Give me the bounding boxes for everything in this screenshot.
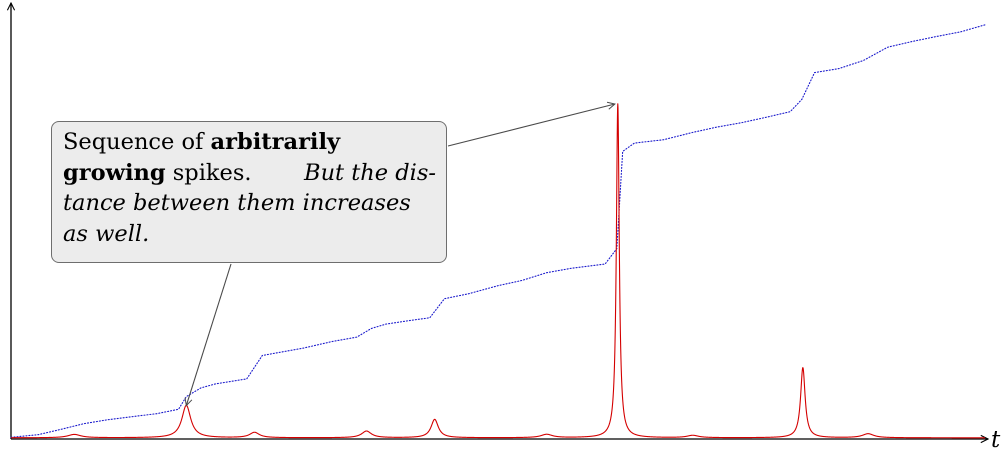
cumulative-series-line bbox=[10, 24, 986, 438]
annotation-box: Sequence of arbitrarily growing spikes. B… bbox=[51, 121, 447, 263]
annotation-plain-2: spikes. bbox=[165, 159, 252, 186]
annotation-bold-2: growing bbox=[63, 159, 166, 186]
x-axis-label: t bbox=[991, 427, 1001, 453]
annotation-italic-1: But the dis- bbox=[304, 159, 436, 186]
annotation-line-1: Sequence of arbitrarily bbox=[63, 127, 436, 158]
annotation-line-2-left: growing spikes. bbox=[63, 158, 252, 189]
annotation-italic-2: tance between them increases bbox=[63, 190, 411, 216]
annotation-line-3: tance between them increases bbox=[63, 188, 436, 219]
annotation-arrow-1 bbox=[186, 263, 232, 406]
annotation-line-4: as well. bbox=[63, 219, 436, 250]
annotation-arrows bbox=[186, 104, 615, 406]
annotation-italic-3: as well. bbox=[63, 220, 150, 247]
annotation-plain-1: Sequence of bbox=[63, 129, 211, 155]
spike-series-line bbox=[10, 103, 986, 439]
annotation-line-2: growing spikes. But the dis- bbox=[63, 158, 436, 189]
annotation-arrow-2 bbox=[447, 104, 615, 147]
annotation-bold-1: arbitrarily bbox=[210, 129, 341, 155]
